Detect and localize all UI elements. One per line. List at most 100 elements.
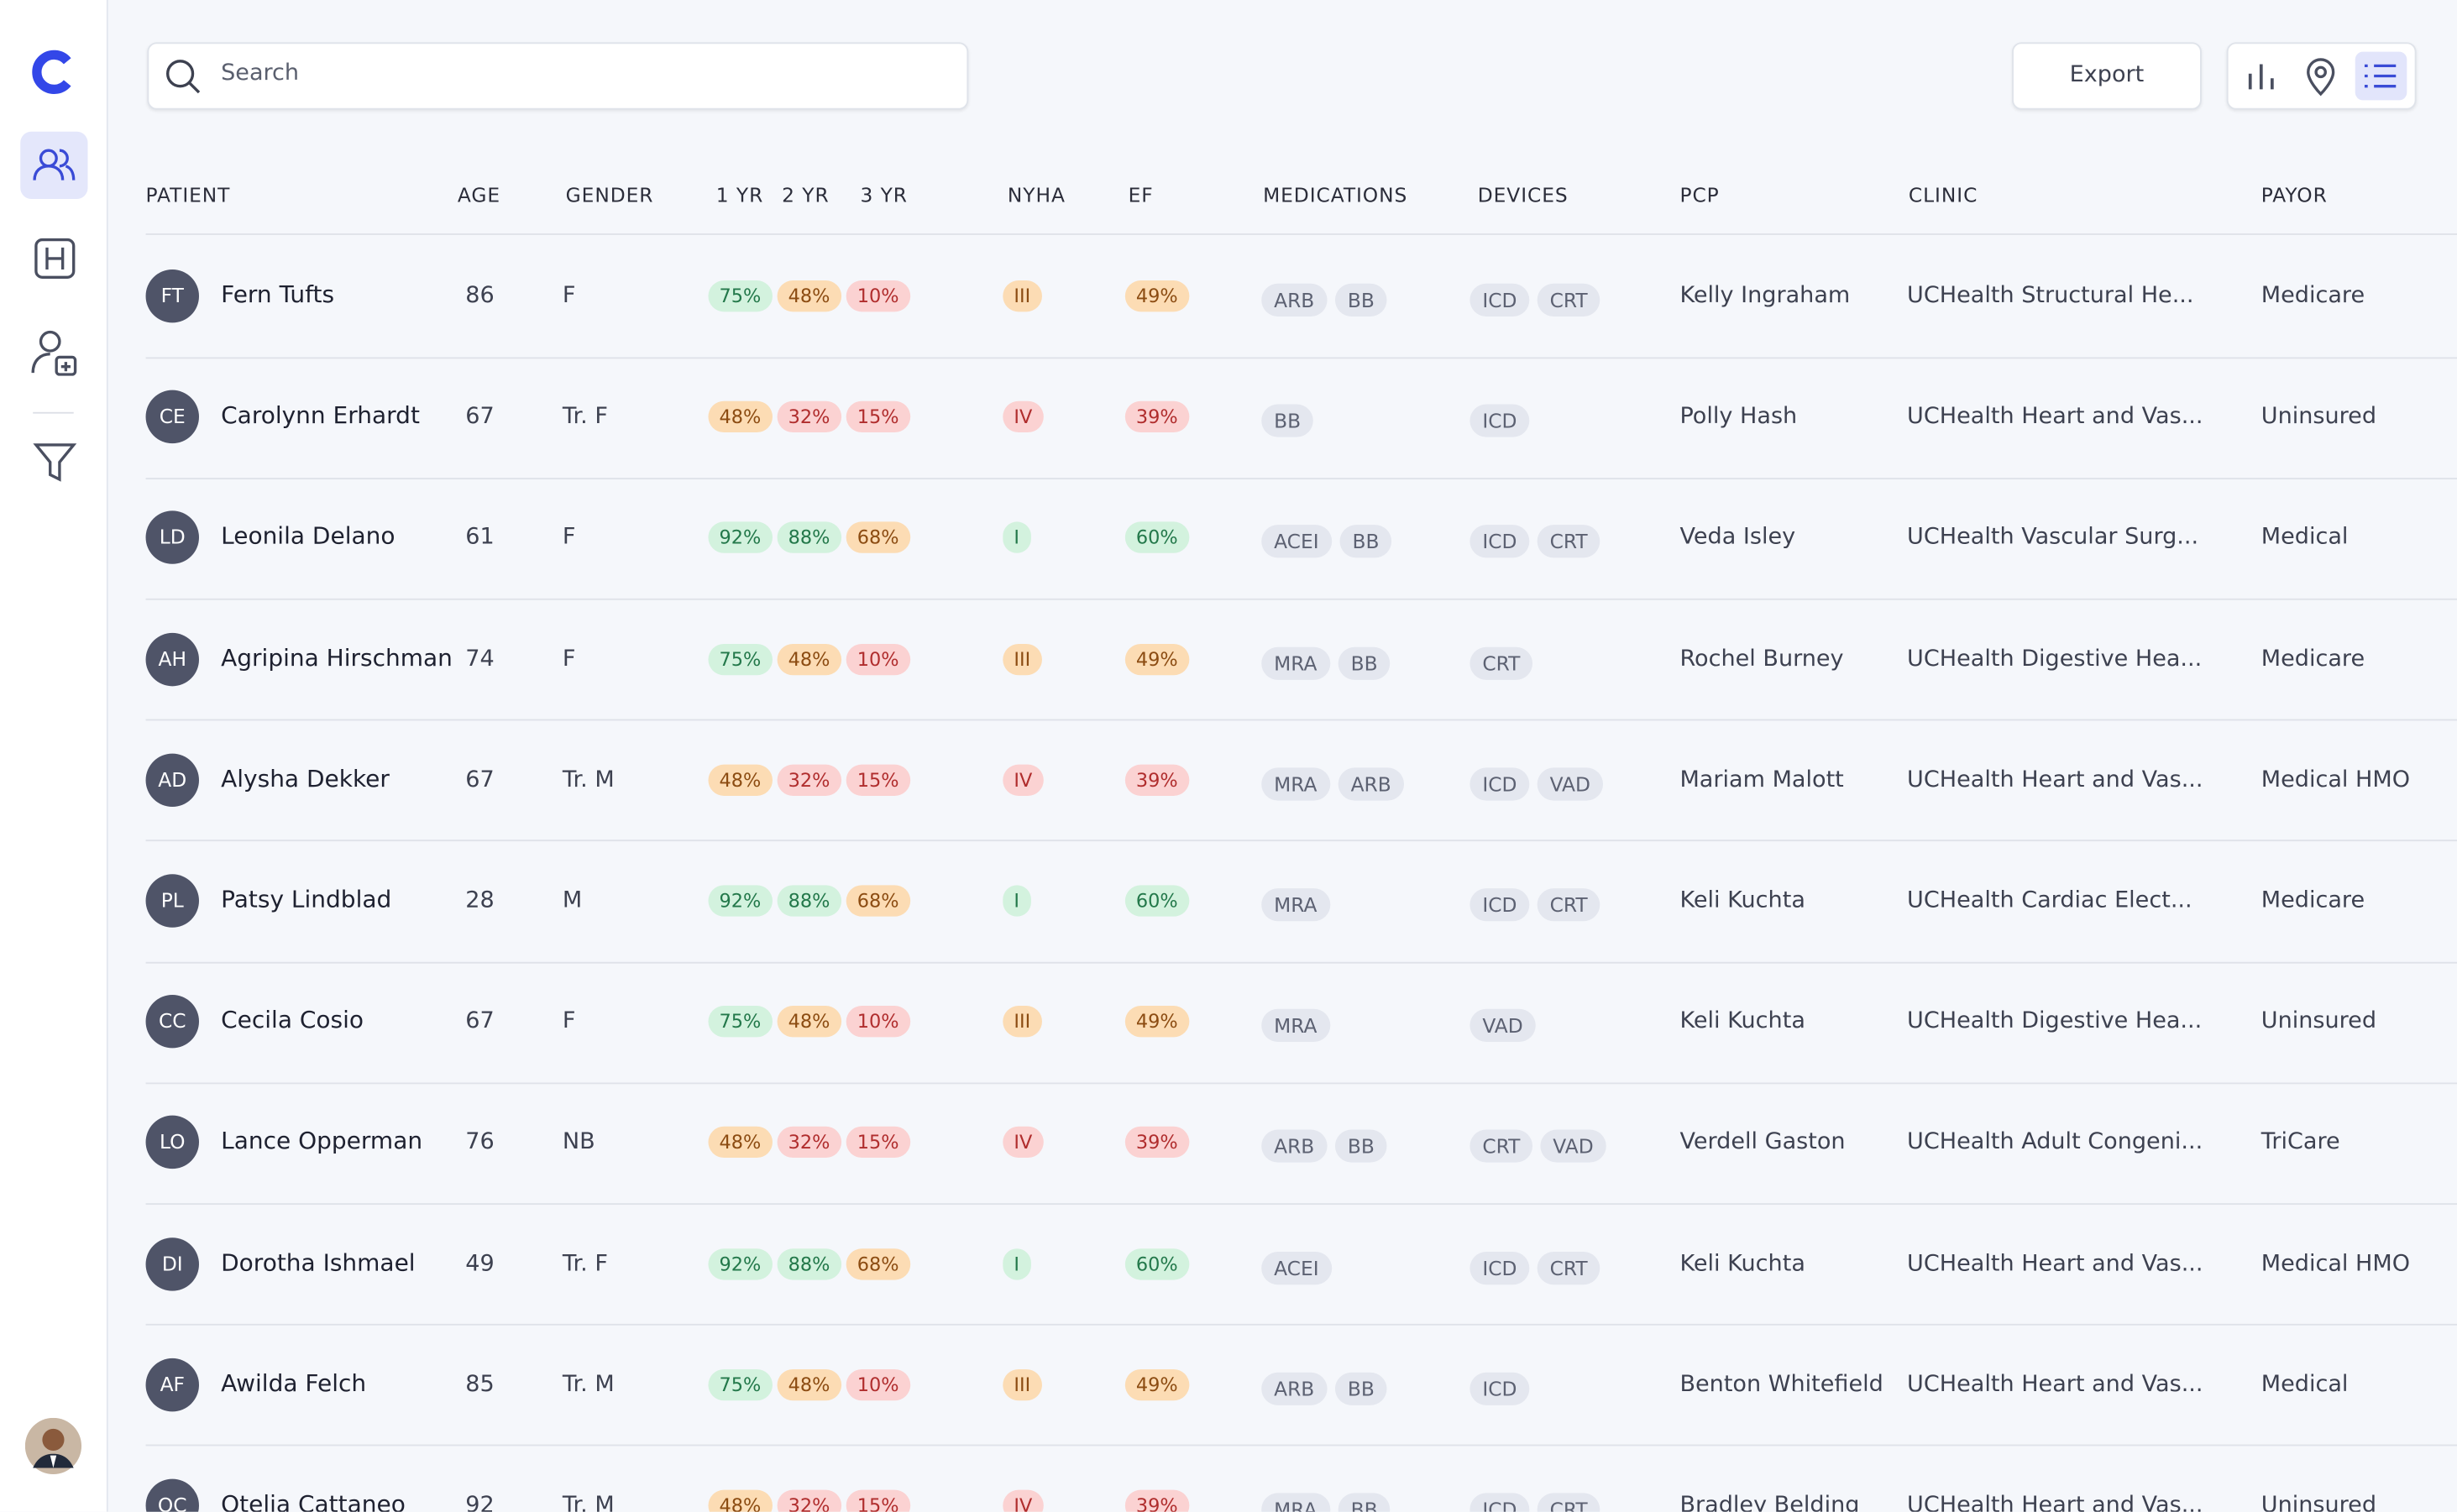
payor: Uninsured [2261,1009,2377,1034]
survival-pill: 68% [846,1248,910,1279]
clinic: UCHealth Digestive Hea... [1907,646,2203,672]
column-header: MEDICATIONS [1263,183,1408,207]
survival-pill: 92% [708,885,773,917]
nyha-pill: I [1003,522,1031,554]
ef-pill: 49% [1124,280,1189,312]
gender: M [562,888,583,913]
export-button[interactable]: Export [2012,42,2202,110]
nav-hospital[interactable] [31,235,78,282]
age: 67 [465,404,495,430]
nyha-pill: III [1003,1368,1042,1400]
survival-pill: 68% [846,522,910,554]
clinic: UCHealth Heart and Vas... [1907,1372,2203,1398]
ef-pill: 60% [1124,1248,1189,1279]
survival-pill: 32% [777,764,841,796]
medication-tag: ARB [1261,1130,1328,1164]
medication-tag: BB [1338,1493,1391,1512]
map-view[interactable] [2302,56,2339,97]
survival-pill: 48% [777,643,841,675]
nav-filter[interactable] [31,439,78,486]
clinic: UCHealth Heart and Vas... [1907,767,2203,793]
patient-name: Awilda Felch [221,1368,367,1398]
column-header: AGE [457,183,501,207]
device-tag: CRT [1537,525,1600,559]
gender: NB [562,1130,595,1156]
nyha-pill: IV [1003,1489,1044,1512]
gender: Tr. F [562,404,608,430]
nyha-pill: III [1003,643,1042,675]
device-tag: ICD [1469,767,1530,801]
row-divider [145,1081,2457,1084]
avatar: OC [145,1478,199,1512]
clinic: UCHealth Adult Congeni... [1907,1130,2203,1156]
avatar: PL [145,874,199,928]
avatar: CE [145,390,199,444]
device-tag: ICD [1469,888,1530,922]
user-avatar[interactable] [24,1417,82,1474]
patient-name: Cecila Cosio [221,1006,364,1034]
column-header: GENDER [565,183,654,207]
age: 28 [465,888,495,913]
nav-patients[interactable] [20,131,88,199]
medication-tag: BB [1338,646,1391,680]
nyha-pill: I [1003,885,1031,917]
column-header: CLINIC [1908,183,1978,207]
gender: Tr. M [562,767,615,793]
survival-pill: 10% [846,280,910,312]
search-box[interactable]: Search [147,42,969,110]
list-view[interactable] [2355,51,2407,101]
payor: Medicare [2261,646,2365,672]
nyha-pill: IV [1003,764,1044,796]
row-divider [145,719,2457,721]
survival-pill: 92% [708,1248,773,1279]
medication-tag: BB [1334,283,1387,317]
chart-view[interactable] [2242,58,2280,96]
row-divider [145,1202,2457,1205]
pcp: Verdell Gaston [1679,1130,1846,1156]
clinic: UCHealth Cardiac Elect... [1907,888,2192,913]
pcp: Benton Whitefield [1679,1372,1883,1398]
survival-pill: 32% [777,401,841,433]
ef-pill: 39% [1124,764,1189,796]
medication-tag: ACEI [1261,525,1332,559]
row-divider [145,1324,2457,1326]
survival-pill: 75% [708,1368,773,1400]
row-divider [145,840,2457,842]
patient-name: Lance Opperman [221,1127,423,1156]
survival-pill: 75% [708,280,773,312]
survival-pill: 32% [777,1489,841,1512]
age: 67 [465,767,495,793]
pcp: Mariam Malott [1679,767,1844,793]
ef-pill: 60% [1124,885,1189,917]
avatar: FT [145,269,199,323]
ef-pill: 39% [1124,1489,1189,1512]
age: 86 [465,283,495,309]
divider [33,411,74,414]
avatar: CC [145,995,199,1049]
gender: F [562,283,576,309]
patient-name: Fern Tufts [221,280,335,309]
survival-pill: 32% [777,1127,841,1159]
patient-name: Dorotha Ishmael [221,1248,416,1277]
age: 61 [465,525,495,551]
row-divider [145,960,2457,963]
row-divider [145,356,2457,358]
payor: Medical HMO [2261,767,2411,793]
avatar: AH [145,632,199,686]
device-tag: ICD [1469,283,1530,317]
age: 76 [465,1130,495,1156]
medication-tag: MRA [1261,767,1330,801]
column-header: DEVICES [1477,183,1569,207]
survival-pill: 48% [708,1489,773,1512]
payor: Medicare [2261,283,2365,309]
nav-provider[interactable] [29,326,81,379]
survival-pill: 48% [777,280,841,312]
column-header: PCP [1679,183,1720,207]
logo [32,50,71,94]
ef-pill: 49% [1124,643,1189,675]
gender: Tr. M [562,1372,615,1398]
clinic: UCHealth Heart and Vas... [1907,1493,2203,1512]
payor: Medical [2261,525,2349,551]
